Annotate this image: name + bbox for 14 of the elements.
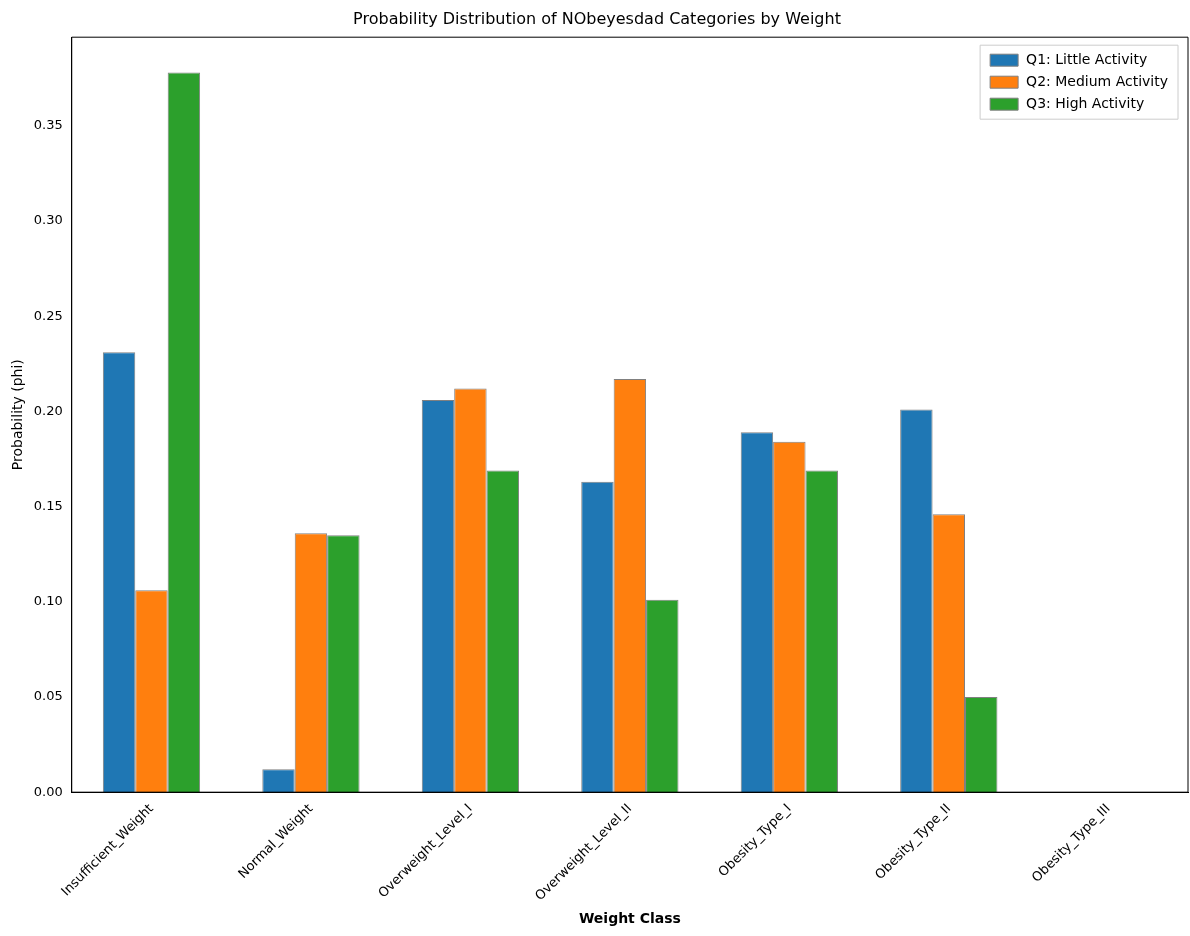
y-tick-label: 0.25 [33, 307, 63, 323]
y-tick-label: 0.35 [33, 117, 63, 133]
y-tick-label: 0.05 [33, 688, 63, 704]
legend-label: Q2: Medium Activity [1026, 72, 1169, 89]
x-axis-title: Weight Class [578, 910, 681, 927]
chart-title: Probability Distribution of NObeyesdad Categories by Weight [353, 8, 841, 28]
y-tick-label: 0.20 [33, 402, 63, 418]
y-tick-label: 0.30 [33, 212, 63, 228]
y-axis-title: Probability (phi) [9, 359, 26, 471]
y-tick-label: 0.15 [33, 497, 63, 513]
y-tick-label: 0.00 [33, 783, 63, 799]
legend-label: Q3: High Activity [1026, 94, 1145, 111]
legend-label: Q1: Little Activity [1026, 50, 1148, 67]
y-tick-label: 0.10 [33, 593, 63, 609]
